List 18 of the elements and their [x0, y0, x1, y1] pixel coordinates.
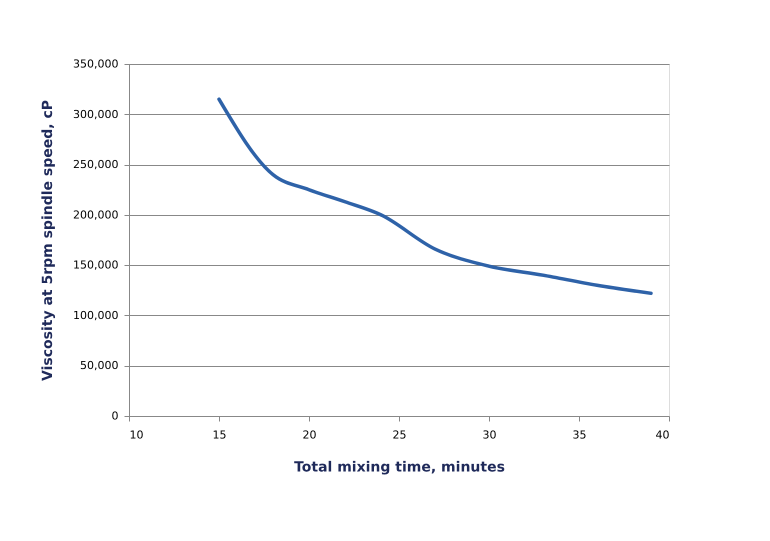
x-axis-title: Total mixing time, minutes	[294, 460, 505, 476]
x-tick-label: 10	[130, 428, 144, 442]
y-tick-label: 150,000	[73, 258, 118, 272]
line-series	[217, 97, 653, 296]
y-tick-label: 350,000	[73, 58, 118, 70]
x-tick-label: 35	[572, 428, 586, 442]
y-tick-label: 300,000	[73, 108, 118, 121]
y-tick-label: 200,000	[73, 208, 118, 222]
y-tick-label: 100,000	[73, 308, 118, 322]
y-tick-label: 250,000	[73, 158, 118, 172]
x-tick-label: 30	[482, 428, 496, 442]
x-tick-label: 40	[656, 428, 670, 442]
y-tick-label: 50,000	[80, 359, 118, 372]
y-axis-title: Viscosity at 5rpm spindle speed, cP	[40, 100, 56, 382]
x-tick-label: 15	[212, 428, 226, 442]
x-tick-label: 20	[302, 428, 316, 442]
y-tick-label: 0	[112, 410, 118, 422]
x-tick-label: 25	[392, 428, 406, 442]
